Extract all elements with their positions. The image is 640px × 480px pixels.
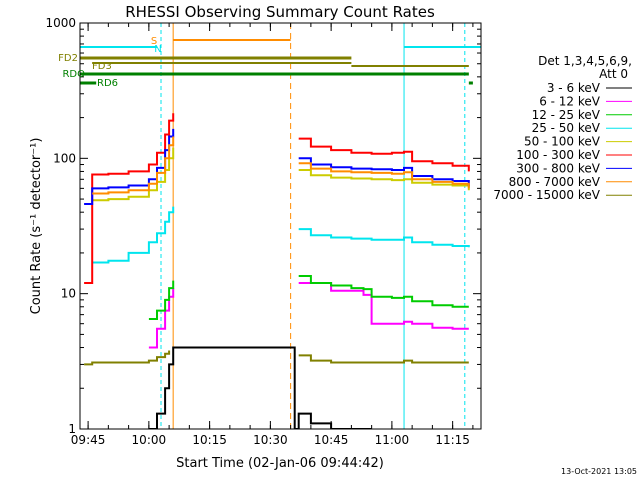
y-axis-label: Count Rate (s⁻¹ detector⁻¹) [29, 138, 44, 315]
x-tick-label: 09:45 [71, 433, 106, 447]
legend-label: 3 - 6 keV [547, 81, 601, 95]
series-line-2 [148, 275, 469, 320]
x-tick-label: 11:00 [375, 433, 410, 447]
x-tick-label: 10:00 [132, 433, 167, 447]
chart-title: RHESSI Observing Summary Count Rates [125, 3, 435, 21]
legend-label: 100 - 300 keV [516, 148, 600, 162]
legend-label: 50 - 100 keV [524, 135, 601, 149]
x-tick-label: 11:15 [435, 433, 470, 447]
x-tick-label: 10:30 [253, 433, 288, 447]
footer-timestamp: 13-Oct-2021 13:05 [561, 467, 637, 476]
flag-label-fd2: FD2 [58, 53, 78, 64]
y-tick-label: 100 [53, 151, 76, 165]
legend-label: 7000 - 15000 keV [493, 188, 600, 202]
legend-label: 6 - 12 keV [539, 94, 601, 108]
y-tick-label: 1000 [45, 16, 76, 30]
y-tick-label: 10 [61, 287, 76, 301]
x-tick-label: 10:45 [314, 433, 349, 447]
series-line-4 [92, 147, 470, 202]
legend-header-line1: Det 1,3,4,5,6,9, [538, 54, 632, 68]
x-tick-label: 10:15 [192, 433, 227, 447]
series-line-8 [84, 350, 469, 366]
series-line-3 [92, 206, 470, 264]
series-line-7 [92, 136, 470, 195]
legend-label: 25 - 50 keV [532, 121, 601, 135]
legend-label: 800 - 7000 keV [509, 175, 601, 189]
y-tick-label: 1 [68, 422, 76, 436]
flag-label-rdo: RDO [62, 69, 85, 80]
flag-label-fd3: FD3 [92, 61, 112, 72]
flag-label-n: N [154, 44, 161, 55]
flag-label-s: S [151, 36, 157, 47]
legend-header-line2: Att 0 [599, 67, 628, 81]
plot-frame [79, 22, 482, 430]
flag-label-rd6: RD6 [97, 78, 118, 89]
x-axis-label: Start Time (02-Jan-06 09:44:42) [176, 456, 384, 471]
series-line-5 [84, 113, 470, 284]
legend-label: 300 - 800 keV [516, 161, 600, 175]
legend-label: 12 - 25 keV [532, 108, 601, 122]
